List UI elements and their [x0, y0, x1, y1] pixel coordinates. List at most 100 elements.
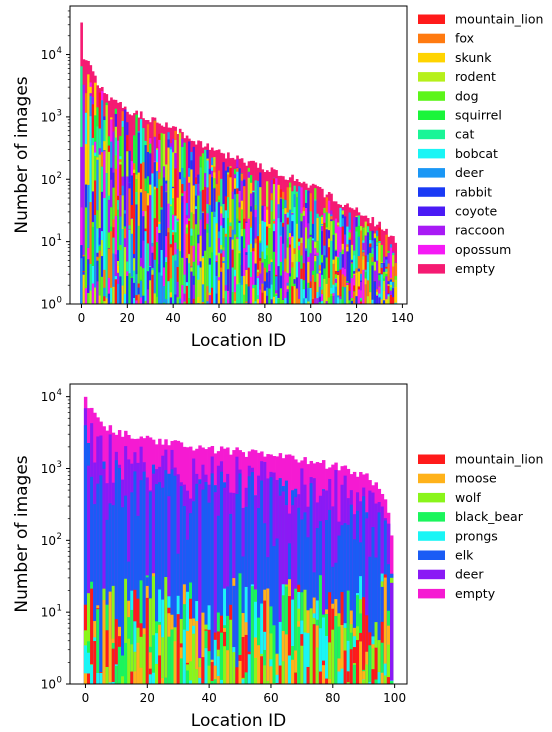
- bar-wolf-loc-98: [386, 644, 391, 684]
- bar-opossum-loc-64: [227, 290, 230, 304]
- bar-mountain_lion-loc-102: [314, 281, 317, 304]
- bar-deer-loc-16: [117, 283, 120, 304]
- bar-moose-loc-77: [321, 665, 326, 684]
- bar-bobcat-loc-98: [304, 298, 308, 304]
- bar-black_bear-loc-96: [380, 642, 385, 684]
- bar-elk-loc-61: [272, 546, 276, 684]
- bar-rodent-loc-14: [112, 287, 116, 304]
- bar-prongs-loc-4: [96, 673, 100, 684]
- bar-mountain_lion-loc-46: [185, 285, 189, 304]
- bar-moose-loc-46: [226, 650, 230, 684]
- bar-prongs-loc-32: [182, 629, 187, 684]
- bar-skunk-loc-51: [197, 297, 200, 304]
- y-tick-exponent: 4: [57, 46, 62, 56]
- y-tick-label: 10: [41, 390, 56, 404]
- bar-raccoon-loc-110: [332, 295, 336, 304]
- bar-raccoon-loc-133: [385, 276, 388, 304]
- bar-elk-loc-84: [343, 523, 348, 684]
- bar-rabbit-loc-36: [162, 177, 166, 304]
- bar-raccoon-loc-30: [149, 195, 152, 304]
- bar-prongs-loc-85: [346, 640, 351, 684]
- x-tick-label: 0: [82, 691, 90, 705]
- bar-rodent-loc-68: [236, 238, 239, 304]
- legend-swatch-raccoon: [418, 225, 445, 236]
- bar-mountain_lion-loc-79: [261, 292, 265, 304]
- bar-deer-loc-6: [102, 468, 106, 684]
- bar-mountain_lion-loc-74: [312, 624, 317, 684]
- bar-elk-loc-62: [275, 538, 280, 684]
- bar-dog-loc-28: [144, 300, 148, 304]
- bars: [80, 22, 398, 304]
- bar-fox-loc-13: [110, 231, 113, 304]
- bar-fox-loc-110: [332, 263, 336, 304]
- bar-squirrel-loc-91: [288, 276, 292, 304]
- bar-bobcat-loc-28: [144, 231, 148, 304]
- bar-mountain_lion-loc-68: [294, 672, 298, 684]
- bar-mountain_lion-loc-2: [90, 588, 94, 684]
- bar-opossum-loc-45: [183, 191, 187, 304]
- bar-prongs-loc-22: [151, 672, 156, 684]
- legend-label-squirrel: squirrel: [455, 108, 502, 123]
- bar-elk-loc-36: [195, 483, 199, 684]
- bar-black_bear-loc-92: [368, 645, 372, 684]
- bar-moose-loc-59: [266, 588, 270, 684]
- bar-opossum-loc-36: [162, 267, 166, 304]
- bar-bobcat-loc-103: [316, 292, 320, 304]
- bar-bobcat-loc-83: [270, 284, 274, 304]
- bar-moose-loc-96: [380, 672, 385, 684]
- bar-opossum-loc-122: [360, 290, 363, 304]
- bar-prongs-loc-37: [198, 677, 202, 684]
- bar-deer-loc-1: [87, 465, 91, 684]
- bar-skunk-loc-107: [325, 283, 329, 304]
- bar-moose-loc-90: [362, 671, 366, 684]
- bar-elk-loc-12: [121, 507, 125, 684]
- y-tick-label: 10: [41, 48, 56, 62]
- bar-fox-loc-101: [311, 274, 315, 304]
- bar-wolf-loc-1: [87, 593, 91, 684]
- legend-swatch-bobcat: [418, 148, 445, 159]
- bar-coyote-loc-116: [346, 251, 349, 304]
- bar-cat-loc-68: [236, 284, 239, 304]
- bar-dog-loc-67: [233, 234, 237, 304]
- bar-squirrel-loc-109: [330, 295, 333, 304]
- bar-wolf-loc-14: [127, 638, 131, 684]
- bar-coyote-loc-83: [270, 299, 274, 304]
- bar-rodent-loc-32: [153, 293, 157, 304]
- bar-elk-loc-3: [93, 504, 97, 684]
- bar-moose-loc-17: [136, 642, 140, 684]
- bar-deer-loc-55: [206, 301, 210, 304]
- bar-moose-loc-0: [83, 673, 88, 684]
- bar-mountain_lion-loc-78: [325, 678, 329, 684]
- bar-opossum-loc-118: [350, 278, 354, 304]
- legend-swatch-squirrel: [418, 110, 445, 120]
- bar-moose-loc-42: [213, 665, 218, 684]
- x-tick-label: 100: [383, 691, 406, 705]
- y-tick-exponent: 0: [57, 296, 62, 306]
- bar-squirrel-loc-21: [128, 273, 132, 304]
- bar-rodent-loc-52: [199, 267, 203, 304]
- bar-raccoon-loc-88: [282, 270, 285, 304]
- bar-moose-loc-21: [148, 652, 153, 684]
- bar-squirrel-loc-33: [155, 242, 159, 304]
- bar-prongs-loc-2: [90, 664, 94, 684]
- bar-raccoon-loc-7: [96, 281, 99, 304]
- bar-deer-loc-46: [226, 473, 230, 684]
- bar-mountain_lion-loc-76: [318, 671, 323, 684]
- bar-opossum-loc-123: [362, 269, 365, 304]
- legend-label-wolf: wolf: [455, 490, 481, 505]
- bar-prongs-loc-43: [216, 656, 221, 684]
- bar-dog-loc-33: [155, 296, 159, 304]
- legend-swatch-empty: [418, 588, 445, 599]
- bar-mountain_lion-loc-49: [235, 667, 239, 684]
- bar-mountain_lion-loc-10: [114, 619, 119, 684]
- y-tick-label: 10: [41, 534, 56, 548]
- bar-prongs-loc-71: [303, 632, 307, 684]
- bar-mountain_lion-loc-92: [291, 286, 294, 304]
- bar-rodent-loc-6: [94, 287, 97, 304]
- bar-deer-loc-42: [213, 492, 218, 684]
- bar-elk-loc-25: [161, 487, 165, 684]
- bar-squirrel-loc-84: [272, 251, 276, 304]
- bar-black_bear-loc-4: [96, 609, 100, 684]
- legend-label-bobcat: bobcat: [455, 146, 498, 161]
